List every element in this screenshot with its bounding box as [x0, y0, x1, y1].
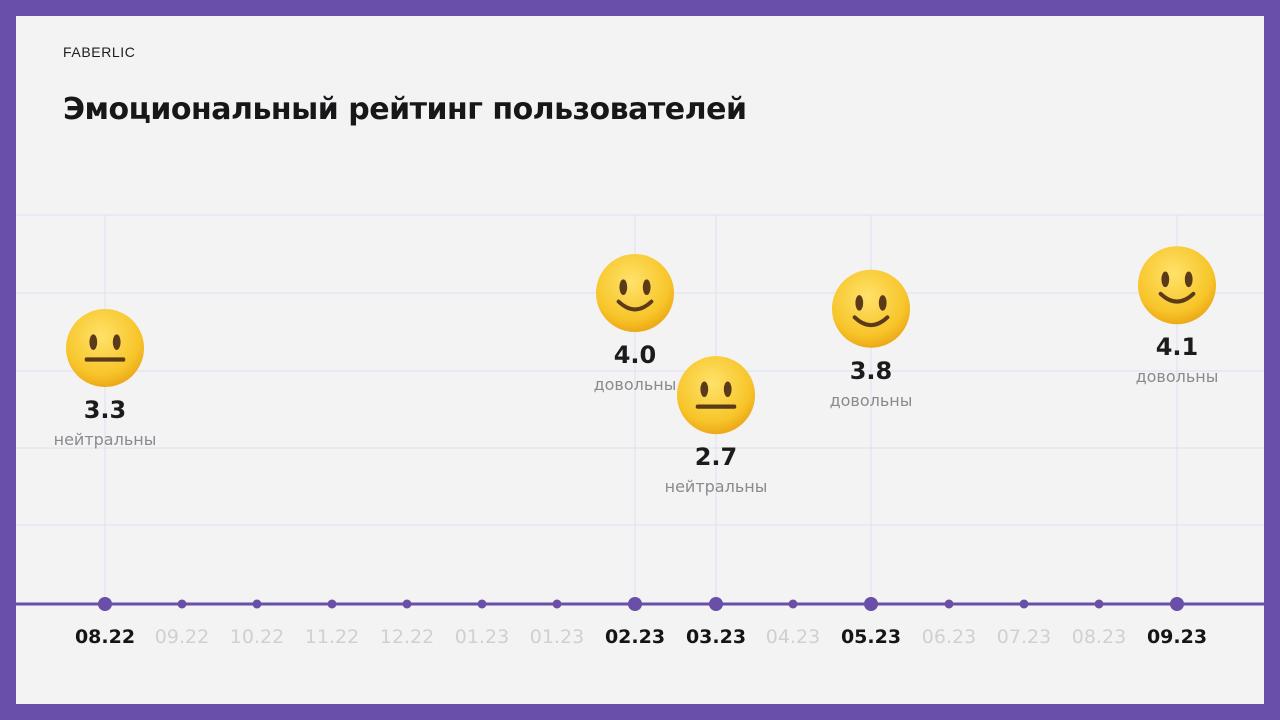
tick-label: 07.23 — [997, 626, 1051, 648]
timeline-dot — [552, 599, 562, 609]
timeline-dot — [944, 599, 954, 609]
timeline-dot — [402, 599, 412, 609]
value-label: 4.1 — [1156, 333, 1199, 361]
tick-label: 10.22 — [230, 626, 284, 648]
sentiment-label: довольны — [594, 375, 677, 394]
sentiment-label: нейтральны — [54, 430, 157, 449]
slightly-smiling-face-icon — [596, 254, 674, 333]
slide: FABERLIC Эмоциональный рейтинг пользоват… — [16, 16, 1264, 704]
value-label: 2.7 — [695, 443, 738, 471]
timeline-dot — [98, 597, 112, 611]
tick-label: 05.23 — [841, 626, 901, 648]
tick-label: 06.23 — [922, 626, 976, 648]
sentiment-label: довольны — [830, 391, 913, 410]
tick-label: 08.22 — [75, 626, 135, 648]
tick-label: 02.23 — [605, 626, 665, 648]
timeline-dot — [709, 597, 723, 611]
tick-label: 12.22 — [380, 626, 434, 648]
timeline-dot — [788, 599, 798, 609]
brand-logo-text: FABERLIC — [63, 44, 136, 60]
sentiment-label: довольны — [1136, 367, 1219, 386]
tick-label: 04.23 — [766, 626, 820, 648]
tick-label: 11.22 — [305, 626, 359, 648]
tick-label: 08.23 — [1072, 626, 1126, 648]
value-label: 4.0 — [614, 341, 657, 369]
rating-chart: 08.22 09.22 10.22 11.22 12.22 01.23 01.23 02.23… — [16, 214, 1264, 648]
timeline-dot — [1170, 597, 1184, 611]
timeline-dot — [1094, 599, 1104, 609]
timeline-dot — [864, 597, 878, 611]
timeline-dot — [327, 599, 337, 609]
timeline-dot — [252, 599, 262, 609]
tick-label: 01.23 — [530, 626, 584, 648]
value-label: 3.8 — [850, 357, 893, 385]
timeline-dot — [628, 597, 642, 611]
neutral-face-icon — [677, 356, 755, 435]
slightly-smiling-face-icon — [1138, 246, 1216, 325]
value-label: 3.3 — [84, 396, 127, 424]
timeline-dot — [1019, 599, 1029, 609]
tick-label: 09.23 — [1147, 626, 1207, 648]
timeline-dot — [177, 599, 187, 609]
sentiment-label: нейтральны — [665, 477, 768, 496]
timeline-dot — [477, 599, 487, 609]
tick-label: 09.22 — [155, 626, 209, 648]
slightly-smiling-face-icon — [832, 269, 910, 348]
neutral-face-icon — [66, 309, 144, 387]
page-title: Эмоциональный рейтинг пользователей — [63, 92, 747, 127]
tick-label: 03.23 — [686, 626, 746, 648]
tick-label: 01.23 — [455, 626, 509, 648]
